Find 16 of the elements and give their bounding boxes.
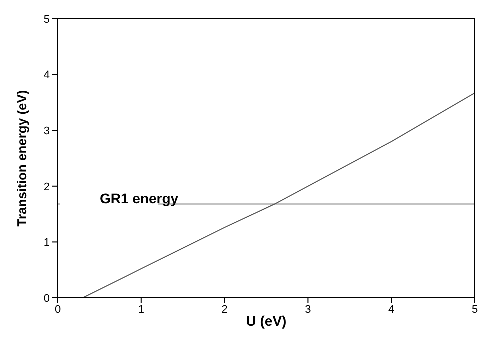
- x-tick-label: 5: [472, 304, 478, 316]
- y-tick-label: 4: [44, 70, 50, 82]
- y-tick-label: 5: [44, 14, 50, 26]
- x-tick-label: 0: [54, 304, 62, 316]
- x-axis-title: U (eV): [246, 313, 287, 329]
- x-tick-label: 4: [388, 304, 395, 316]
- y-tick-label: 2: [44, 181, 50, 194]
- y-tick-label: 3: [44, 126, 50, 138]
- y-axis-title: Transition energy (eV): [14, 90, 30, 227]
- ref-line-label: GR1 energy: [100, 190, 179, 206]
- y-tick-label: 0: [44, 292, 50, 305]
- x-tick-label: 1: [138, 304, 144, 316]
- line-series: [82, 92, 475, 298]
- x-tick-label: 3: [305, 304, 312, 316]
- x-tick-label: 2: [222, 304, 228, 316]
- y-tick-label: 1: [44, 237, 50, 250]
